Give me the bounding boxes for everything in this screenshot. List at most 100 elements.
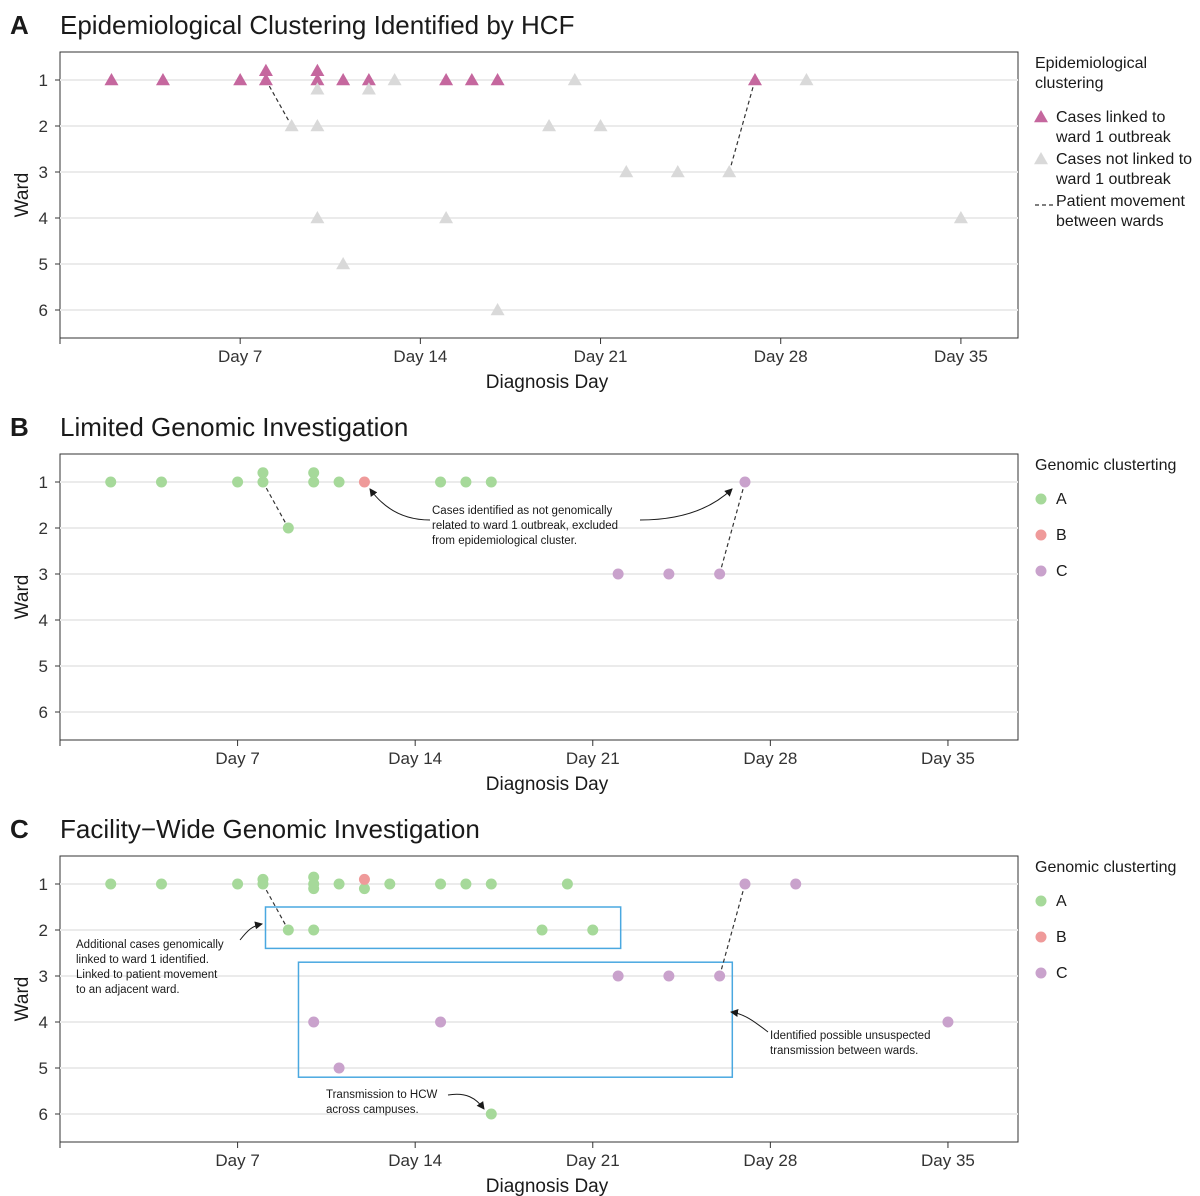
x-tick-label: Day 35 <box>921 749 975 768</box>
case-point-C <box>714 568 726 580</box>
case-point-A <box>333 878 345 890</box>
x-tick-label: Day 28 <box>754 347 808 366</box>
highlight-box <box>264 906 622 950</box>
y-tick-label: 6 <box>39 1105 48 1124</box>
legend-label: C <box>1056 965 1068 982</box>
case-point-A <box>384 878 396 890</box>
y-tick-label: 6 <box>39 301 48 320</box>
annotation-text: transmission between wards. <box>770 1045 918 1057</box>
legend-key-triangle <box>1034 152 1048 165</box>
case-triangle-linked <box>747 73 762 86</box>
y-tick-label: 4 <box>39 1013 48 1032</box>
panel-letter: C <box>10 814 29 844</box>
legend-label: B <box>1056 527 1067 544</box>
y-axis-label: Ward <box>12 977 33 1022</box>
legend-label: ward 1 outbreak <box>1055 129 1172 146</box>
case-triangle-notlinked <box>542 119 557 132</box>
case-point-A <box>485 1108 497 1120</box>
annotation-text: from epidemiological cluster. <box>432 535 577 547</box>
case-triangle-notlinked <box>490 303 505 316</box>
x-tick-label: Day 7 <box>218 347 262 366</box>
annotation-text: Transmission to HCW <box>326 1089 438 1101</box>
y-tick-label: 5 <box>39 657 48 676</box>
case-triangle-notlinked <box>310 211 325 224</box>
case-triangle-linked <box>310 73 325 86</box>
x-tick-label: Day 7 <box>215 1151 259 1170</box>
case-triangle-linked <box>155 73 170 86</box>
case-triangle-notlinked <box>310 119 325 132</box>
legend-label: B <box>1056 929 1067 946</box>
annotation-arrow <box>447 1093 485 1110</box>
case-point-A <box>460 878 472 890</box>
plot-frame <box>59 453 1019 741</box>
panel-c: C Facility−Wide Genomic Investigation 1 2 3 4… <box>10 814 1176 1196</box>
panel-title: Facility−Wide Genomic Investigation <box>60 814 480 844</box>
legend-label: A <box>1056 491 1067 508</box>
case-point-C <box>612 970 624 982</box>
case-point-A <box>308 883 320 895</box>
case-point-A <box>257 467 269 479</box>
case-triangle-notlinked <box>670 165 685 178</box>
case-point-A <box>460 476 472 488</box>
plot-frame <box>59 51 1019 339</box>
case-point-A <box>358 883 370 895</box>
case-point-A <box>435 476 447 488</box>
patient-movement-line <box>265 79 293 127</box>
case-point-A <box>435 878 447 890</box>
annotation-text: Cases identified as not genomically <box>432 505 613 517</box>
case-point-C <box>714 970 726 982</box>
y-tick-label: 4 <box>39 209 48 228</box>
case-triangle-linked <box>258 73 273 86</box>
case-triangle-notlinked <box>310 82 325 95</box>
case-point-C <box>435 1016 447 1028</box>
case-point-A <box>232 878 244 890</box>
x-tick-label: Day 28 <box>743 749 797 768</box>
case-triangle-notlinked <box>619 165 634 178</box>
case-point-C <box>942 1016 954 1028</box>
case-point-A <box>308 467 320 479</box>
y-tick-label: 1 <box>39 473 48 492</box>
case-point-A <box>308 476 320 488</box>
annotation-text: Additional cases genomically <box>76 939 224 951</box>
case-point-A <box>105 878 117 890</box>
annotation-text: Linked to patient movement <box>76 969 218 981</box>
case-point-A <box>308 871 320 883</box>
case-point-A <box>587 924 599 936</box>
case-triangle-notlinked <box>361 82 376 95</box>
legend-title: Genomic clusterting <box>1035 457 1176 474</box>
annotation-text: across campuses. <box>326 1104 419 1116</box>
case-triangle-notlinked <box>567 73 582 86</box>
y-tick-label: 1 <box>39 71 48 90</box>
annotation-arrow <box>239 921 263 941</box>
legend-title: Epidemiological <box>1035 55 1147 72</box>
highlight-box <box>297 961 734 1078</box>
annotation-text: linked to ward 1 identified. <box>76 954 209 966</box>
legend-key-circle <box>1035 895 1047 907</box>
patient-movement-line <box>262 883 289 931</box>
y-tick-label: 2 <box>39 921 48 940</box>
case-point-B <box>358 476 370 488</box>
x-tick-label: Day 35 <box>934 347 988 366</box>
legend-label: Cases linked to <box>1056 109 1165 126</box>
case-triangle-linked <box>490 73 505 86</box>
case-triangle-linked <box>439 73 454 86</box>
case-point-A <box>485 878 497 890</box>
patient-movement-line <box>719 481 746 575</box>
x-axis-label: Diagnosis Day <box>486 774 609 795</box>
case-point-A <box>105 476 117 488</box>
y-axis-label: Ward <box>12 173 33 218</box>
annotation-text: related to ward 1 outbreak, excluded <box>432 520 618 532</box>
case-triangle-notlinked <box>439 211 454 224</box>
x-tick-label: Day 21 <box>566 1151 620 1170</box>
annotation-arrow <box>639 488 733 521</box>
patient-movement-line <box>728 79 756 173</box>
x-tick-label: Day 35 <box>921 1151 975 1170</box>
case-point-A <box>155 476 167 488</box>
case-triangle-linked <box>336 73 351 86</box>
patient-movement-line <box>719 883 746 977</box>
legend-label: A <box>1056 893 1067 910</box>
y-tick-label: 1 <box>39 875 48 894</box>
legend-title: Genomic clusterting <box>1035 859 1176 876</box>
legend-label: ward 1 outbreak <box>1055 171 1172 188</box>
legend-key-circle <box>1035 565 1047 577</box>
